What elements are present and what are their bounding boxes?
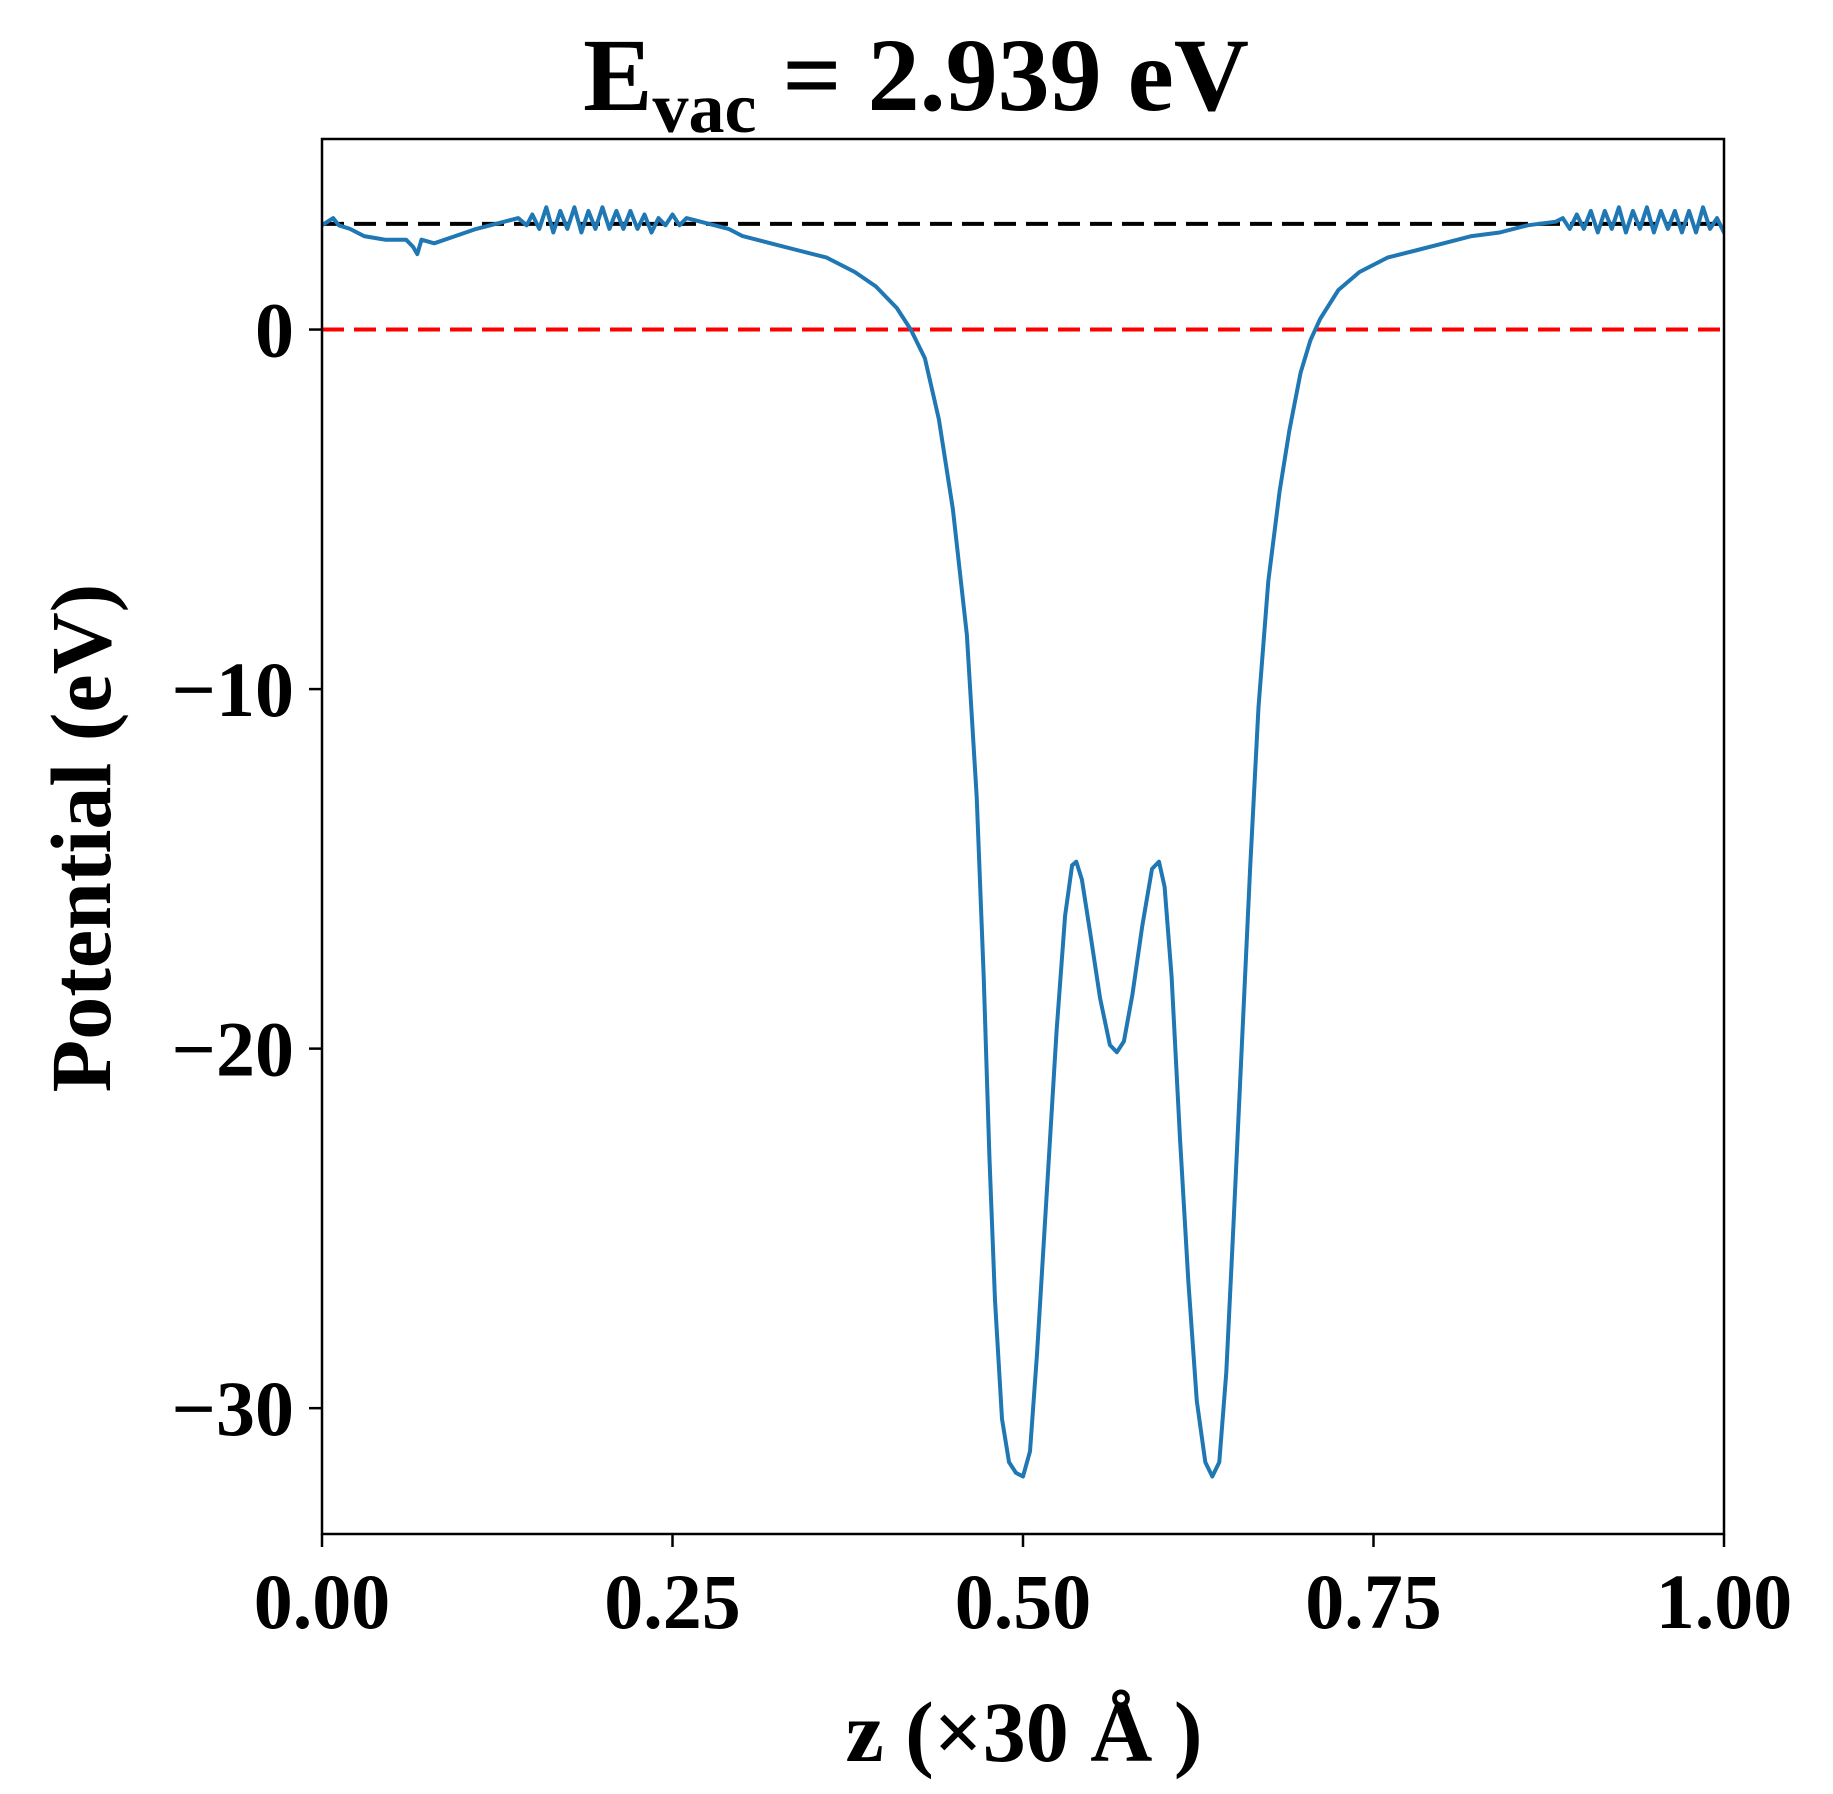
x-tick-label: 0.50 [955,1558,1092,1645]
axes-layer: 0.00 0.25 0.50 0.75 1.00 0 −10 −20 −30 [172,137,1793,1645]
x-tick-label: 0.00 [254,1558,391,1645]
y-tick-label: −10 [172,646,294,733]
y-axis-title: Potential (eV) [33,584,129,1093]
chart-title-subscript: vac [652,68,756,148]
chart-title-rest: = 2.939 eV [756,18,1249,133]
potential-series-line [322,205,1724,1479]
y-tick-label: 0 [255,287,294,374]
y-tick-label: −20 [172,1006,294,1093]
chart-title: Evac = 2.939 eV [583,18,1249,148]
x-axis-title: z (×30 Å ) [845,1684,1202,1780]
plot-frame [320,137,1726,1536]
chart-title-main: E [583,18,652,133]
plot-layer [322,205,1724,1479]
y-tick-label: −30 [172,1365,294,1452]
x-tick-label: 0.25 [604,1558,741,1645]
x-tick-label: 1.00 [1656,1558,1793,1645]
x-tick-label: 0.75 [1305,1558,1442,1645]
